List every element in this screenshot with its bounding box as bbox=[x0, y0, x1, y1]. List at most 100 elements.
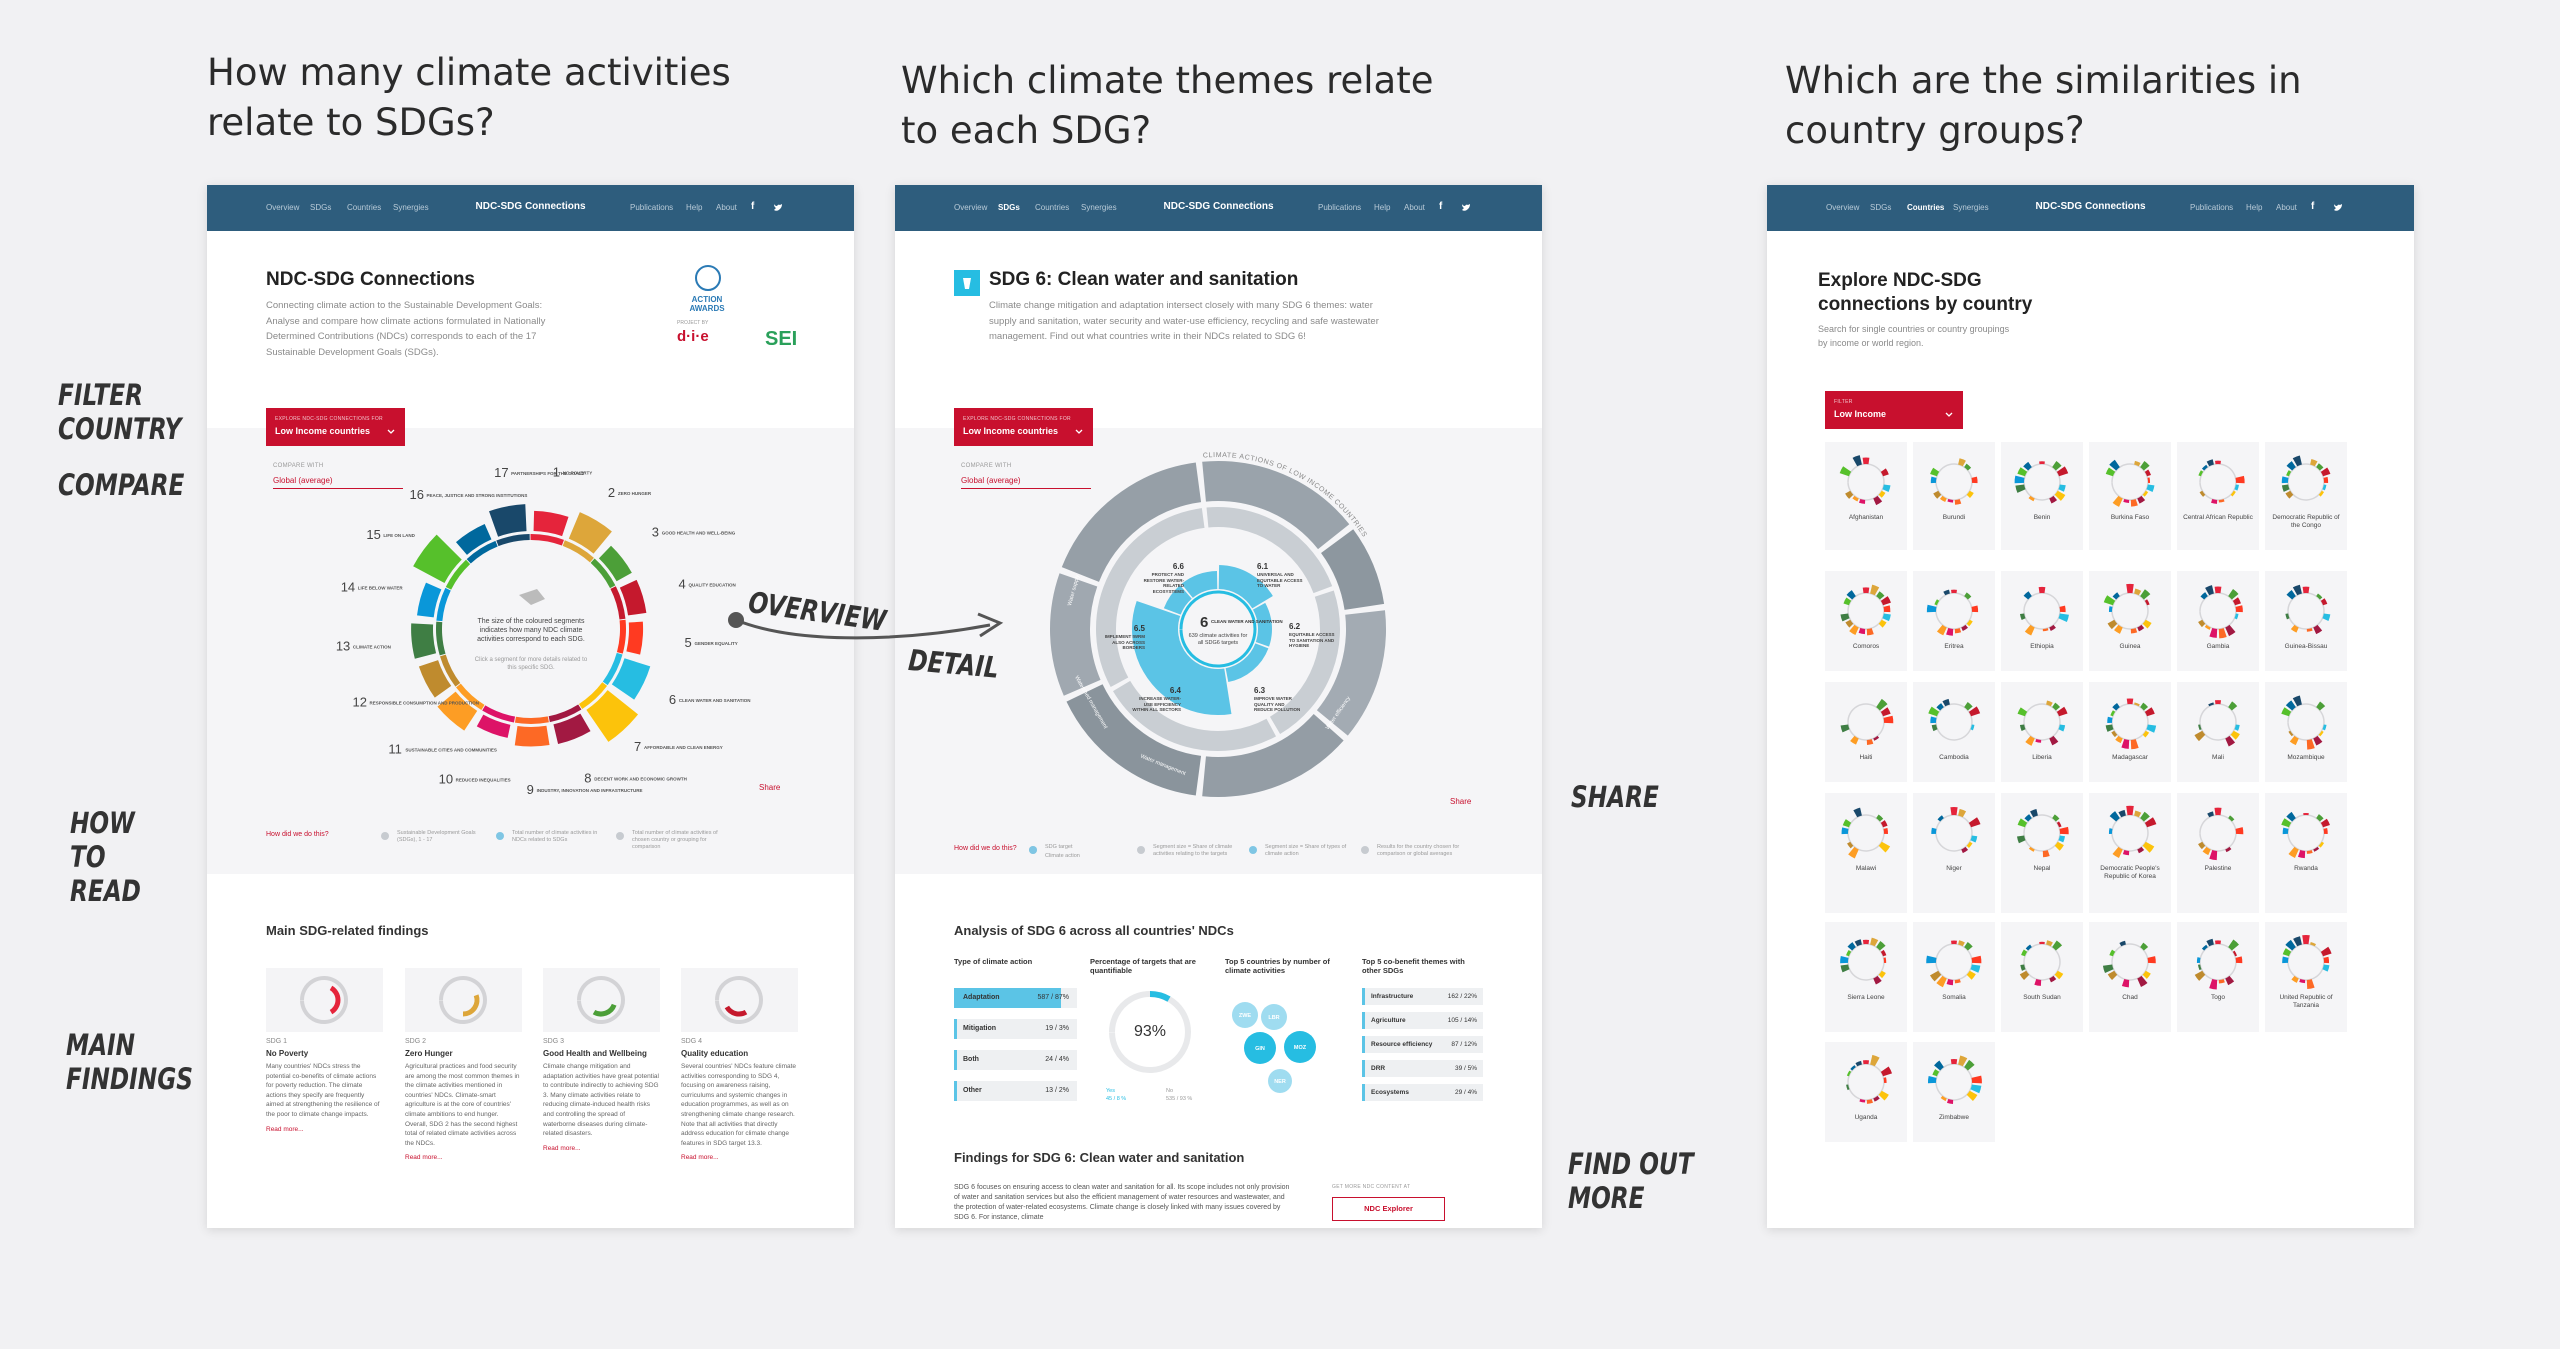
chevron bbox=[387, 429, 395, 434]
sdg-inner-ring bbox=[482, 705, 516, 723]
country-card[interactable]: Togo bbox=[2177, 922, 2259, 1032]
center-name: CLEAN WATER AND SANITATION bbox=[1211, 619, 1283, 624]
nav-link[interactable]: Synergies bbox=[393, 203, 429, 212]
nav-brand[interactable]: NDC-SDG Connections bbox=[2035, 201, 2146, 212]
twitter-link[interactable] bbox=[1461, 203, 1471, 213]
country-card[interactable]: Democratic Republic of the Congo bbox=[2265, 442, 2347, 550]
nav-link[interactable]: Overview bbox=[1826, 203, 1860, 212]
finding-card-image[interactable] bbox=[543, 968, 660, 1032]
nav-link[interactable]: About bbox=[1404, 203, 1425, 212]
target-number: 6.3 bbox=[1254, 686, 1266, 695]
country-card[interactable]: Rwanda bbox=[2265, 793, 2347, 913]
compare-dropdown[interactable]: Global (average) bbox=[961, 476, 1091, 489]
country-card[interactable]: Uganda bbox=[1825, 1042, 1907, 1142]
country-card[interactable]: United Republic of Tanzania bbox=[2265, 922, 2347, 1032]
how-link[interactable]: How did we do this? bbox=[266, 831, 329, 838]
country-card[interactable]: Liberia bbox=[2001, 682, 2083, 782]
country-card[interactable]: Guinea-Bissau bbox=[2265, 571, 2347, 671]
country-card[interactable]: Mozambique bbox=[2265, 682, 2347, 782]
ndc-explorer-button[interactable]: NDC Explorer bbox=[1332, 1197, 1445, 1221]
country-card[interactable]: Cambodia bbox=[1913, 682, 1995, 782]
twitter-link[interactable] bbox=[2333, 203, 2343, 213]
country-card[interactable]: Nepal bbox=[2001, 793, 2083, 913]
country-card[interactable]: Benin bbox=[2001, 442, 2083, 550]
country-card[interactable]: Central African Republic bbox=[2177, 442, 2259, 550]
donut-segment bbox=[1934, 1060, 1944, 1071]
nav-link[interactable]: About bbox=[716, 203, 737, 212]
country-card[interactable]: South Sudan bbox=[2001, 922, 2083, 1032]
sdg-inner-ring bbox=[590, 558, 616, 589]
share-button[interactable]: Share bbox=[1450, 797, 1472, 806]
finding-card-image[interactable] bbox=[266, 968, 383, 1032]
country-donut bbox=[1840, 584, 1891, 636]
nav-link[interactable]: SDGs bbox=[998, 203, 1020, 212]
country-card[interactable]: Sierra Leone bbox=[1825, 922, 1907, 1032]
dropdown[interactable]: FILTER Low Income bbox=[1825, 391, 1963, 429]
nav-link[interactable]: Publications bbox=[630, 203, 674, 212]
compare-dropdown[interactable]: Global (average) bbox=[273, 476, 403, 489]
donut-segment bbox=[2134, 588, 2142, 596]
donut-segment bbox=[2225, 624, 2236, 637]
nav-link[interactable]: SDGs bbox=[310, 203, 332, 212]
dropdown[interactable]: EXPLORE NDC-SDG CONNECTIONS FOR Low Incom… bbox=[266, 408, 405, 446]
nav-link[interactable]: Countries bbox=[1907, 203, 1945, 212]
donut-segment bbox=[1878, 490, 1886, 498]
read-more[interactable]: Read more... bbox=[266, 1125, 304, 1133]
country-card[interactable]: Guinea bbox=[2089, 571, 2171, 671]
country-card[interactable]: Haiti bbox=[1825, 682, 1907, 782]
nav-link[interactable]: About bbox=[2276, 203, 2297, 212]
country-card[interactable]: Somalia bbox=[1913, 922, 1995, 1032]
finding-card-image[interactable] bbox=[681, 968, 798, 1032]
heading: Which climate themes relate to each SDG? bbox=[901, 59, 1434, 152]
nav-link[interactable]: Overview bbox=[266, 203, 300, 212]
read-more[interactable]: Read more... bbox=[405, 1154, 443, 1162]
donut-segment bbox=[2123, 499, 2130, 503]
facebook-link[interactable]: f bbox=[1439, 201, 1443, 212]
country-card[interactable]: Palestine bbox=[2177, 793, 2259, 913]
nav-brand[interactable]: NDC-SDG Connections bbox=[475, 201, 586, 212]
donut-segment bbox=[2306, 850, 2313, 854]
nav-link[interactable]: Help bbox=[1374, 203, 1391, 212]
country-card[interactable]: Burkina Faso bbox=[2089, 442, 2171, 550]
read-more[interactable]: Read more... bbox=[543, 1144, 581, 1152]
facebook-link[interactable]: f bbox=[751, 201, 755, 212]
nav-link[interactable]: Help bbox=[686, 203, 703, 212]
legend-icon bbox=[381, 832, 389, 840]
nav-link[interactable]: SDGs bbox=[1870, 203, 1892, 212]
country-card[interactable]: Democratic People's Republic of Korea bbox=[2089, 793, 2171, 913]
donut-segment bbox=[1883, 605, 1891, 613]
country-card[interactable]: Niger bbox=[1913, 793, 1995, 913]
country-card[interactable]: Afghanistan bbox=[1825, 442, 1907, 550]
country-card[interactable]: Comoros bbox=[1825, 571, 1907, 671]
read-more[interactable]: Read more... bbox=[681, 1154, 719, 1162]
country-card[interactable]: Zimbabwe bbox=[1913, 1042, 1995, 1142]
how-link[interactable]: How did we do this? bbox=[954, 845, 1017, 852]
donut-segment bbox=[2102, 964, 2114, 974]
nav-link[interactable]: Synergies bbox=[1081, 203, 1117, 212]
nav-link[interactable]: Synergies bbox=[1953, 203, 1989, 212]
nav-link[interactable]: Overview bbox=[954, 203, 988, 212]
country-bubble: GIN bbox=[1244, 1032, 1276, 1064]
facebook-link[interactable]: f bbox=[2311, 201, 2315, 212]
country-card[interactable]: Mali bbox=[2177, 682, 2259, 782]
country-card[interactable]: Eritrea bbox=[1913, 571, 1995, 671]
dropdown[interactable]: EXPLORE NDC-SDG CONNECTIONS FOR Low Incom… bbox=[954, 408, 1093, 446]
donut-segment bbox=[1943, 589, 1950, 596]
nav-link[interactable]: Publications bbox=[2190, 203, 2234, 212]
country-card[interactable]: Ethiopia bbox=[2001, 571, 2083, 671]
sdg-inner-ring bbox=[456, 683, 485, 711]
country-card[interactable]: Chad bbox=[2089, 922, 2171, 1032]
nav-link[interactable]: Countries bbox=[1035, 203, 1070, 212]
nav-link[interactable]: Countries bbox=[347, 203, 382, 212]
finding-card-image[interactable] bbox=[405, 968, 522, 1032]
nav-link[interactable]: Help bbox=[2246, 203, 2263, 212]
country-card[interactable]: Malawi bbox=[1825, 793, 1907, 913]
share-button[interactable]: Share bbox=[759, 783, 781, 792]
donut-segment bbox=[1880, 949, 1887, 957]
country-card[interactable]: Gambia bbox=[2177, 571, 2259, 671]
country-card[interactable]: Burundi bbox=[1913, 442, 1995, 550]
twitter-link[interactable] bbox=[773, 203, 783, 213]
country-card[interactable]: Madagascar bbox=[2089, 682, 2171, 782]
nav-brand[interactable]: NDC-SDG Connections bbox=[1163, 201, 1274, 212]
nav-link[interactable]: Publications bbox=[1318, 203, 1362, 212]
